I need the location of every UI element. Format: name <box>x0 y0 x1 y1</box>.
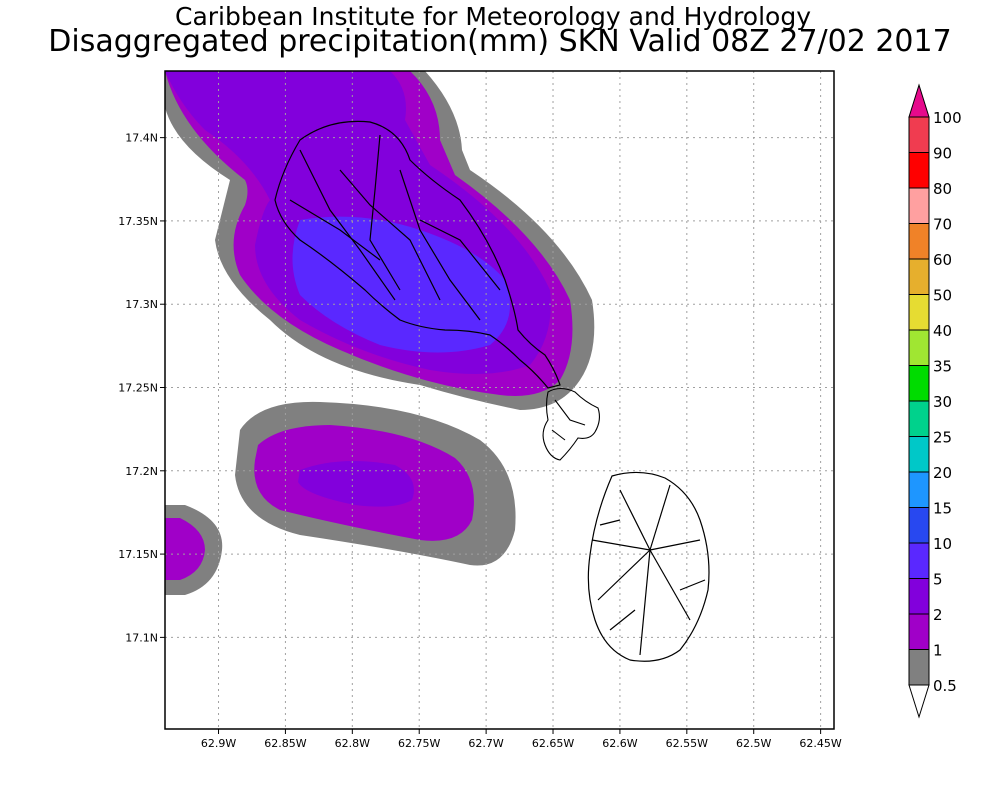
legend-label: 25 <box>933 429 952 447</box>
legend-swatch <box>908 471 930 508</box>
legend-swatch <box>908 436 930 473</box>
island-outline-south <box>587 471 710 662</box>
legend-label: 40 <box>933 322 952 340</box>
lat-tick-label: 17.3N <box>125 298 158 311</box>
island-outline-north <box>274 120 561 389</box>
lon-tick-label: 62.45W <box>799 737 841 750</box>
legend-label: 0.5 <box>933 677 957 695</box>
map-title: Disaggregated precipitation(mm) SKN Vali… <box>48 24 952 59</box>
legend-swatch <box>908 294 930 331</box>
lon-tick-label: 62.65W <box>532 737 574 750</box>
legend-swatch <box>908 116 930 153</box>
lon-tick-label: 62.7W <box>468 737 503 750</box>
lon-tick-label: 62.6W <box>602 737 637 750</box>
lat-tick-label: 17.15N <box>118 548 158 561</box>
legend-swatch <box>908 223 930 260</box>
lat-tick-label: 17.1N <box>125 631 158 644</box>
latitude-axis: 17.1N 17.15N 17.2N 17.25N 17.3N 17.35N 17.4N <box>118 132 165 644</box>
legend-label: 90 <box>933 145 952 163</box>
legend-swatch <box>908 365 930 402</box>
legend-swatch <box>908 152 930 189</box>
legend-label: 50 <box>933 287 952 305</box>
lon-tick-label: 62.5W <box>736 737 771 750</box>
legend-swatch <box>908 400 930 437</box>
legend-label: 20 <box>933 464 952 482</box>
legend-swatch <box>908 649 930 686</box>
lon-tick-label: 62.9W <box>201 737 236 750</box>
legend-label: 60 <box>933 251 952 269</box>
precip-area-north <box>165 71 595 410</box>
legend-label: 5 <box>933 571 943 589</box>
legend-label: 30 <box>933 393 952 411</box>
legend-label: 70 <box>933 216 952 234</box>
legend-label: 2 <box>933 606 943 624</box>
lon-tick-label: 62.55W <box>666 737 708 750</box>
map-frame <box>164 70 835 730</box>
precip-area-west <box>165 505 223 595</box>
lat-tick-label: 17.2N <box>125 465 158 478</box>
legend-label: 15 <box>933 500 952 518</box>
institute-title: Caribbean Institute for Meteorology and … <box>175 2 811 31</box>
legend-label: 35 <box>933 358 952 376</box>
legend-swatch <box>908 613 930 650</box>
legend-swatch <box>908 187 930 224</box>
legend-label: 80 <box>933 180 952 198</box>
lat-tick-label: 17.4N <box>125 132 158 145</box>
precip-area-central <box>235 401 516 566</box>
legend-swatch <box>908 507 930 544</box>
legend-swatch <box>908 578 930 615</box>
map-gridlines <box>165 71 834 729</box>
legend-over-arrow <box>908 83 930 118</box>
legend-under-arrow <box>908 684 930 719</box>
precipitation-field <box>165 71 595 595</box>
island-outline-middle <box>542 387 601 461</box>
lon-tick-label: 62.85W <box>264 737 306 750</box>
lon-tick-label: 62.75W <box>398 737 440 750</box>
lat-tick-label: 17.25N <box>118 382 158 395</box>
legend-swatch <box>908 258 930 295</box>
lon-tick-label: 62.8W <box>335 737 370 750</box>
longitude-axis: 62.9W 62.85W 62.8W 62.75W 62.7W 62.65W 62.6W 62… <box>201 729 842 750</box>
legend-label: 10 <box>933 535 952 553</box>
lat-tick-label: 17.35N <box>118 215 158 228</box>
legend-swatch <box>908 329 930 366</box>
legend-swatch <box>908 542 930 579</box>
legend-label: 100 <box>933 109 962 127</box>
legend-label: 1 <box>933 642 943 660</box>
